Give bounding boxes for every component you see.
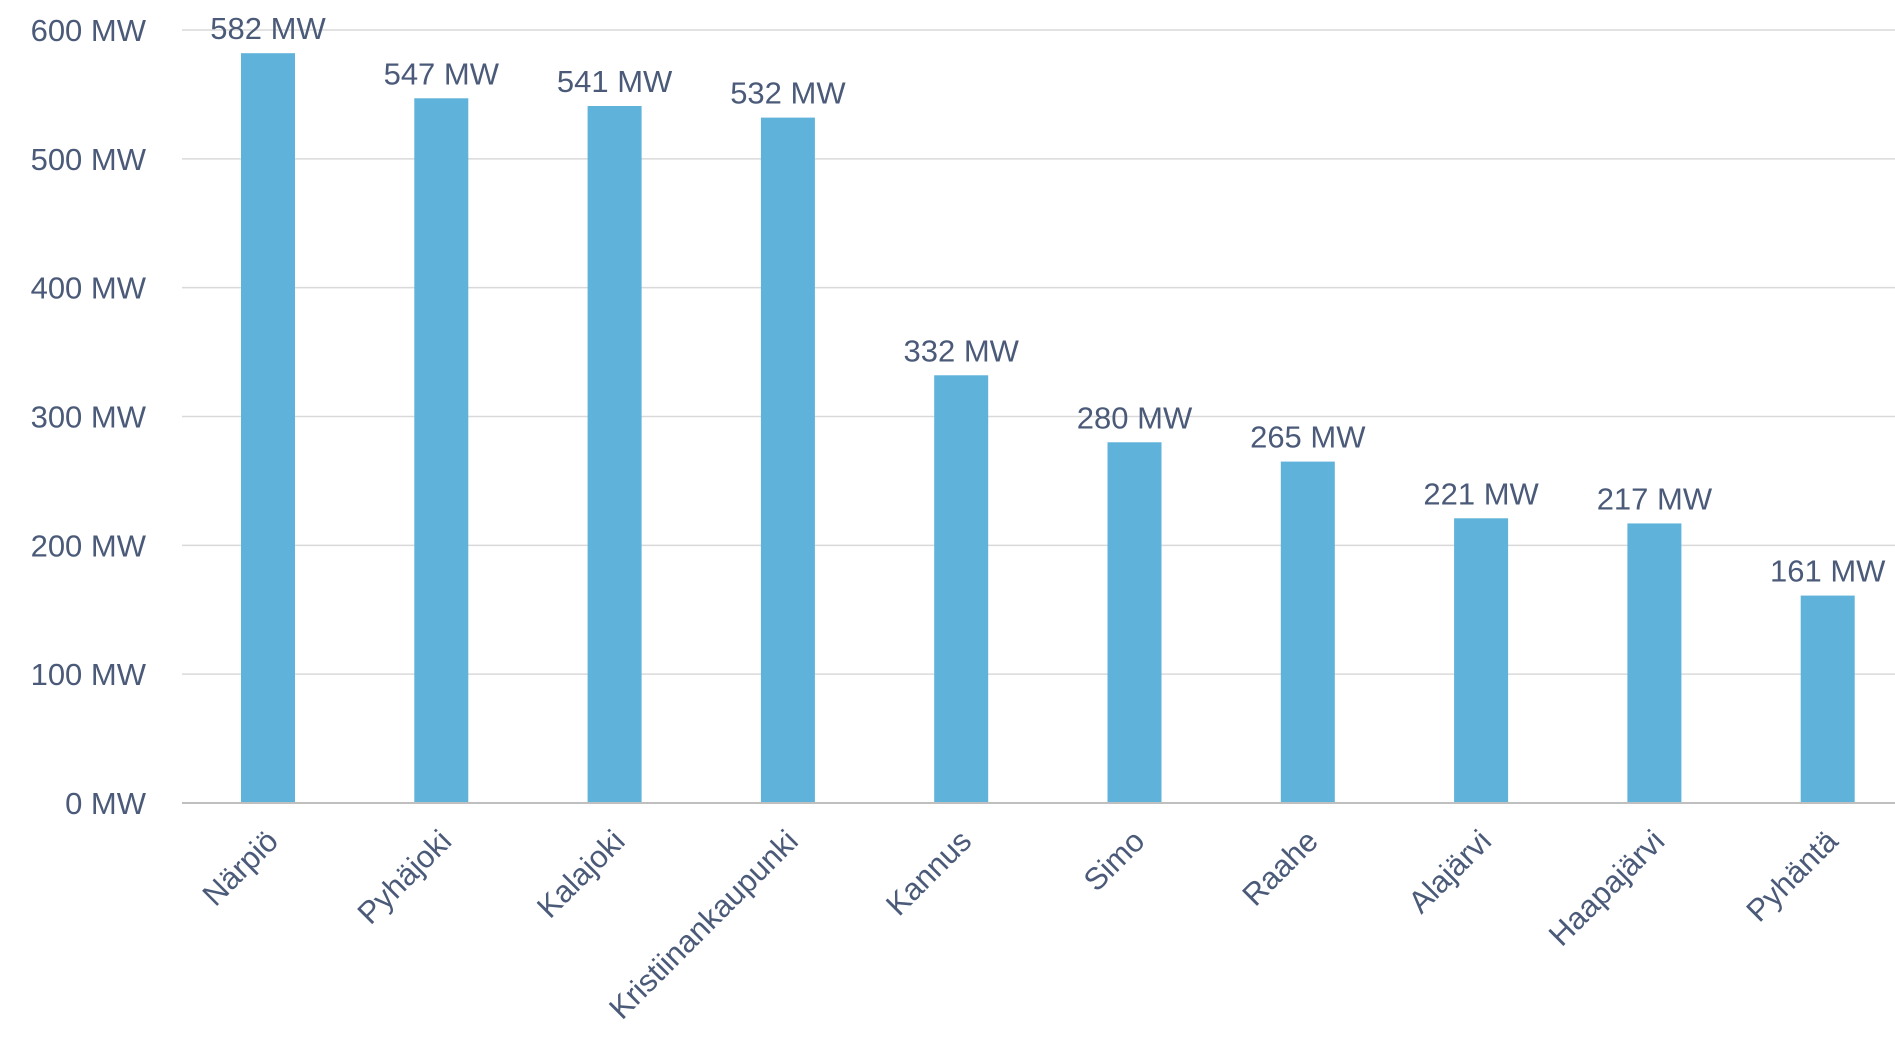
bar-value-label: 221 MW <box>1423 476 1539 511</box>
y-tick-label: 500 MW <box>31 142 147 177</box>
bar-value-label: 582 MW <box>210 11 326 46</box>
x-tick-label: Raahe <box>1235 823 1324 912</box>
bar-value-label: 332 MW <box>903 333 1019 368</box>
x-tick-label: Närpiö <box>196 823 285 912</box>
bars <box>241 53 1855 804</box>
x-tick-label: Pyhäntä <box>1739 823 1845 929</box>
bar-value-label: 265 MW <box>1250 420 1366 455</box>
y-tick-label: 100 MW <box>31 657 147 692</box>
bar <box>587 106 642 804</box>
bar-value-labels: 582 MW 547 MW 541 MW 532 MW 332 MW 280 MW 265 … <box>210 11 1886 588</box>
y-tick-label: 300 MW <box>31 400 147 435</box>
x-tick-label: Simo <box>1077 823 1152 898</box>
y-tick-label: 0 MW <box>65 786 147 821</box>
bar <box>1800 595 1855 803</box>
y-axis-tick-labels: 0 MW 100 MW 200 MW 300 MW 400 MW 500 MW 600 MW <box>31 13 147 821</box>
y-tick-label: 400 MW <box>31 271 147 306</box>
bar <box>1454 518 1509 803</box>
bar <box>1280 461 1335 803</box>
x-tick-label: Haapajärvi <box>1542 823 1672 953</box>
x-tick-label: Kristiinankaupunki <box>602 823 805 1026</box>
x-tick-label: Kannus <box>879 823 978 922</box>
x-tick-label: Alajärvi <box>1401 823 1498 920</box>
x-tick-label: Kalajoki <box>530 823 632 925</box>
bar-value-label: 280 MW <box>1077 400 1193 435</box>
bar-value-label: 217 MW <box>1597 481 1713 516</box>
y-tick-label: 600 MW <box>31 13 147 48</box>
bar-value-label: 541 MW <box>557 64 673 99</box>
bar-value-label: 161 MW <box>1770 554 1886 589</box>
bar <box>241 53 295 803</box>
bar-value-label: 547 MW <box>384 56 500 91</box>
bar <box>934 375 989 803</box>
y-tick-label: 200 MW <box>31 528 147 563</box>
bar <box>760 117 815 803</box>
bar-value-label: 532 MW <box>730 76 846 111</box>
bar <box>414 98 469 803</box>
bar <box>1107 442 1162 803</box>
bar <box>1627 523 1682 803</box>
x-tick-label: Pyhäjoki <box>351 823 459 931</box>
x-axis-tick-labels: Närpiö Pyhäjoki KalajokiKristiinankaupunki… <box>196 823 1846 1026</box>
